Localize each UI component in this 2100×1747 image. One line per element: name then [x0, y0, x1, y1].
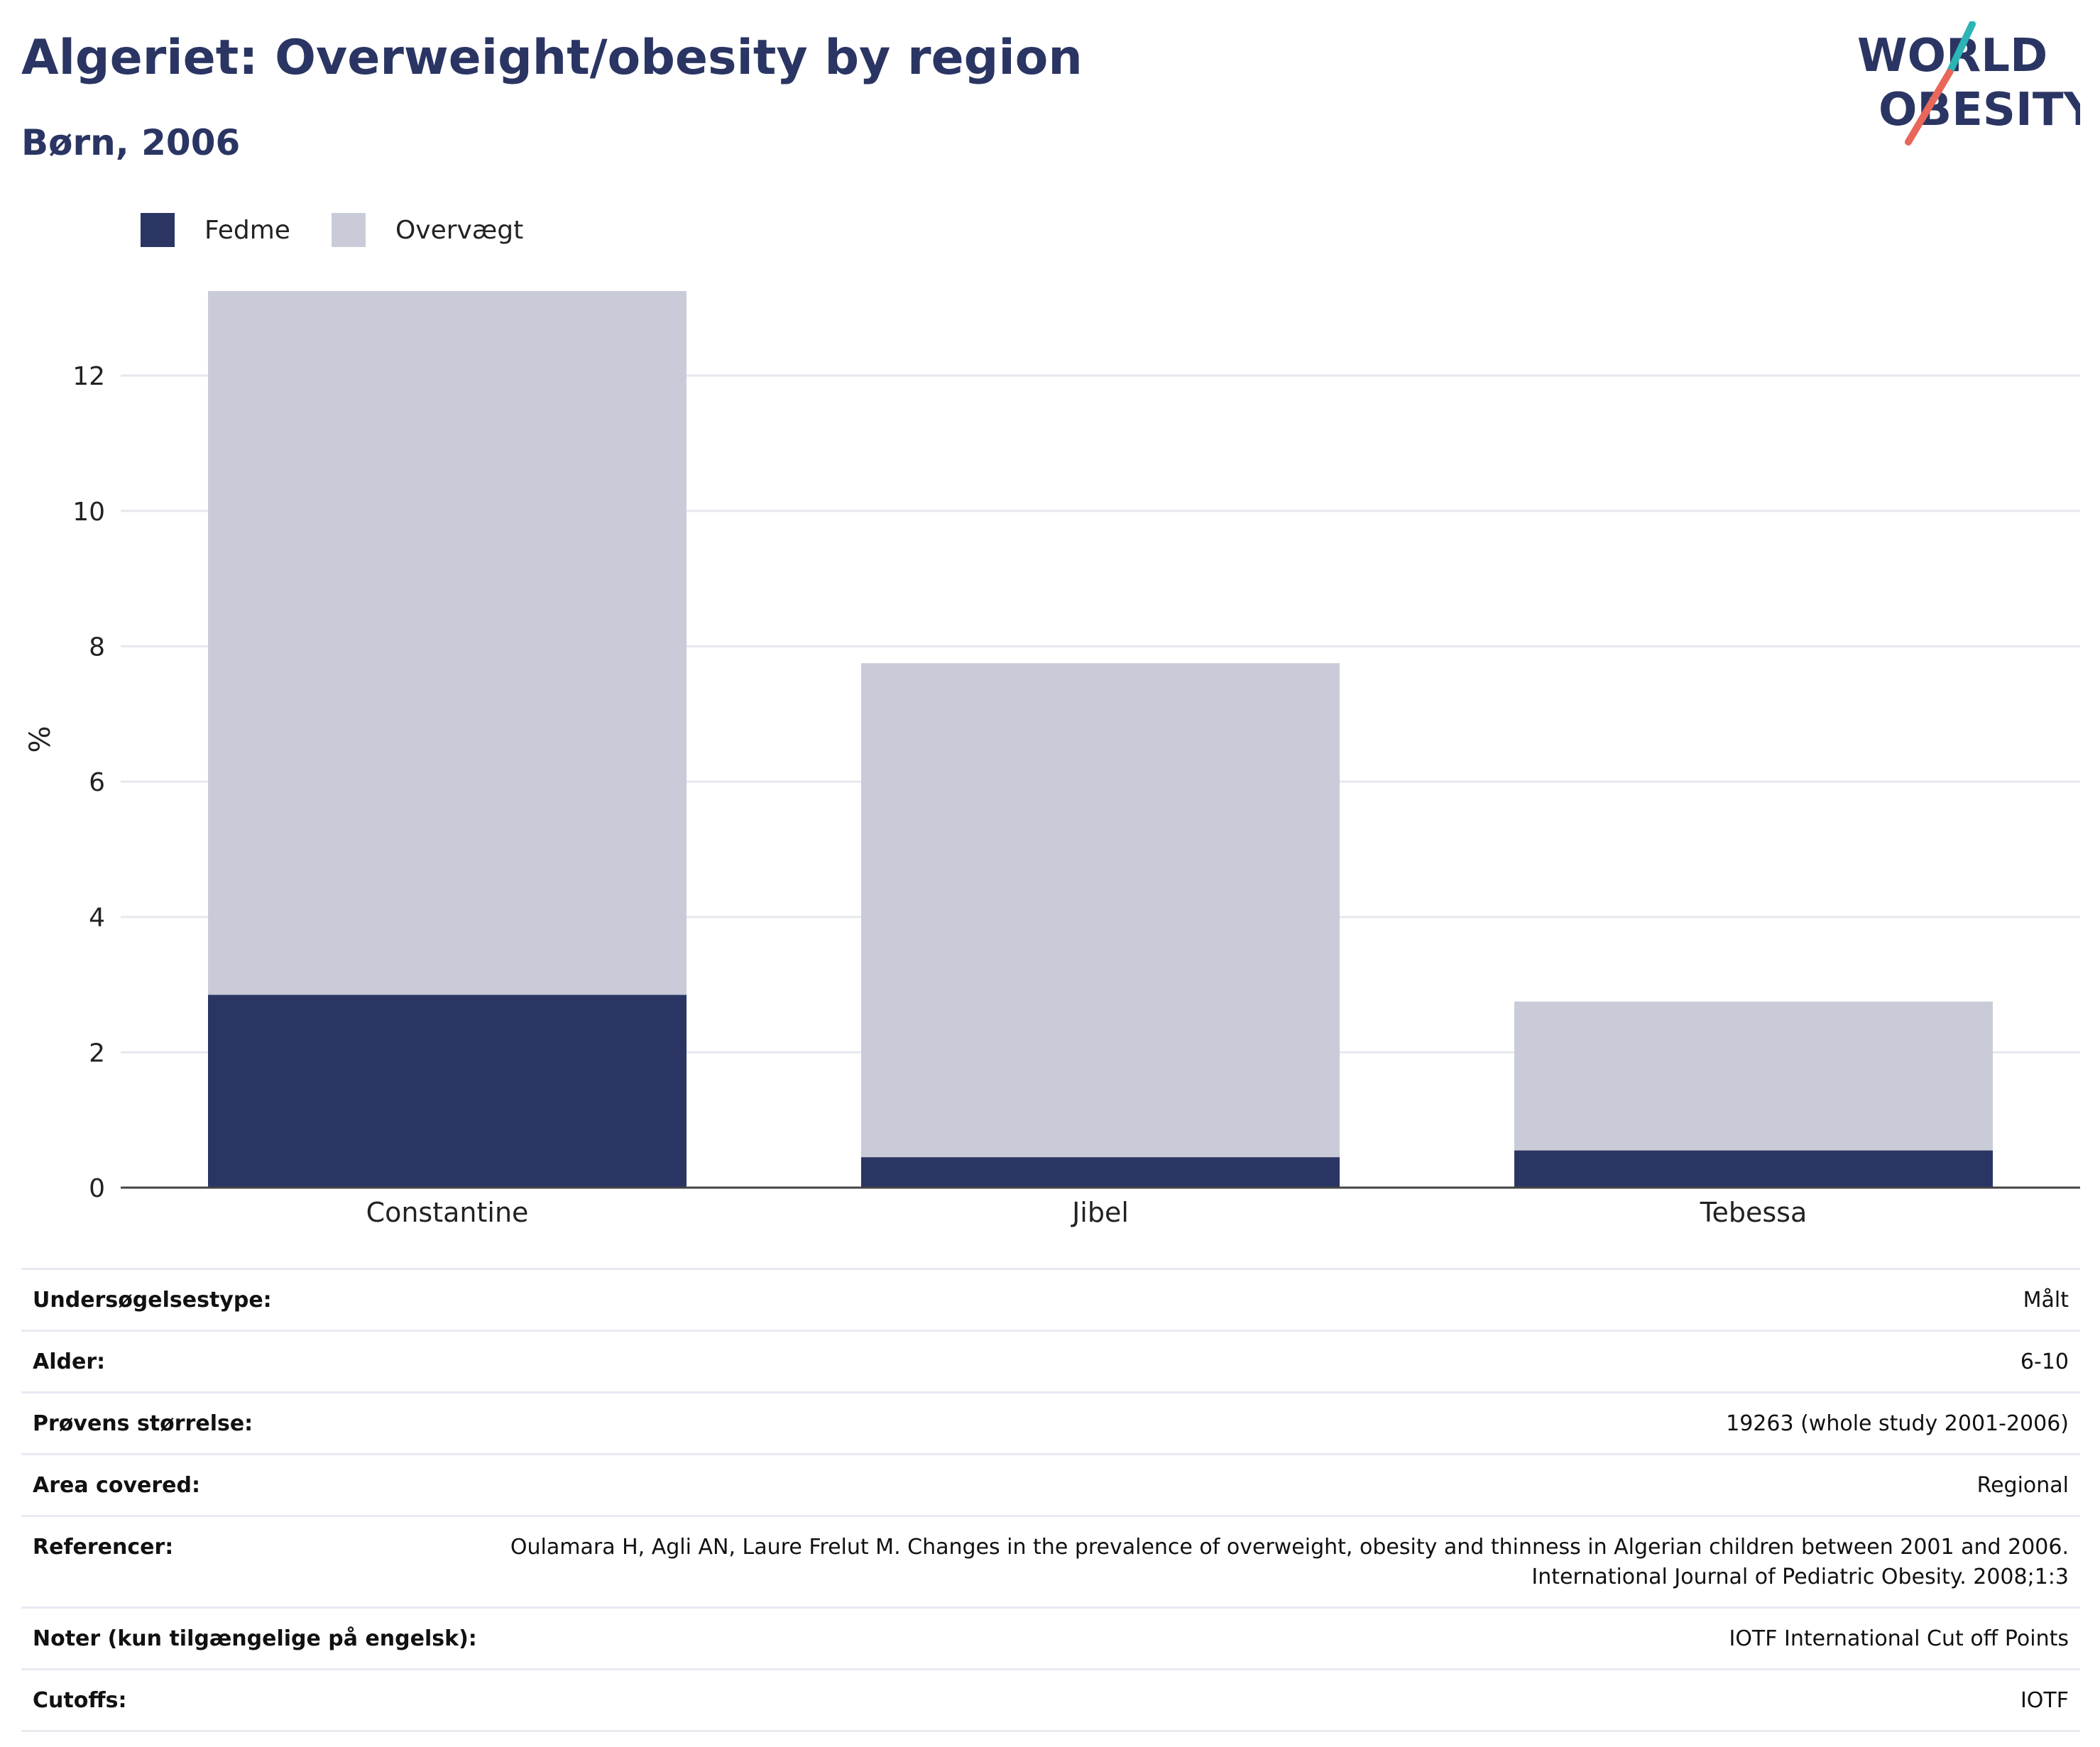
meta-value: IOTF International Cut off Points — [1729, 1626, 2069, 1651]
meta-value: Målt — [2023, 1288, 2069, 1313]
bar-overvaegt-constantine — [208, 291, 687, 995]
legend-label-fedme: Fedme — [204, 215, 290, 245]
y-axis-label: % — [24, 725, 57, 752]
meta-value: Regional — [1976, 1473, 2069, 1498]
chart-subtitle: Børn, 2006 — [21, 122, 241, 163]
meta-row: Undersøgelsestype: Målt — [21, 1268, 2080, 1330]
legend-swatch-overvaegt — [331, 213, 366, 247]
y-tick-label: 10 — [72, 498, 105, 527]
bar-fedme-jibel — [861, 1157, 1340, 1188]
bar-fedme-tebessa — [1514, 1150, 1993, 1188]
bar-overvaegt-tebessa — [1514, 1001, 1993, 1151]
x-tick-label: Jibel — [1071, 1197, 1129, 1228]
y-tick-label: 12 — [72, 362, 105, 391]
meta-row: Area covered: Regional — [21, 1453, 2080, 1515]
meta-value: 6-10 — [2020, 1349, 2069, 1374]
bar-fedme-constantine — [208, 995, 687, 1188]
world-obesity-logo: WORLD OBESITY — [1857, 21, 2080, 146]
meta-label: Area covered: — [33, 1473, 200, 1498]
meta-value: 19263 (whole study 2001-2006) — [1726, 1411, 2069, 1436]
chart-legend: Fedme Overvægt — [141, 210, 564, 250]
meta-value: IOTF — [2020, 1688, 2069, 1713]
logo-line1: WORLD — [1857, 30, 2047, 82]
legend-item-fedme[interactable]: Fedme — [141, 213, 290, 247]
y-tick-label: 0 — [89, 1174, 105, 1203]
meta-label: Cutoffs: — [33, 1688, 127, 1713]
meta-value: Oulamara H, Agli AN, Laure Frelut M. Cha… — [510, 1535, 2069, 1589]
meta-label: Noter (kun tilgængelige på engelsk): — [33, 1626, 477, 1651]
x-tick-label: Tebessa — [1700, 1197, 1808, 1228]
logo-line2: OBESITY — [1878, 84, 2080, 136]
chart-title: Algeriet: Overweight/obesity by region — [21, 30, 1083, 86]
logo-slash-coral — [1905, 69, 1953, 146]
stacked-bar-chart: 0 2 4 6 8 10 12% Constantine Jibel Tebessa — [24, 291, 2080, 1228]
legend-label-overvaegt: Overvægt — [395, 215, 524, 245]
y-tick-label: 8 — [89, 632, 105, 662]
y-tick-label: 2 — [89, 1039, 105, 1068]
y-tick-label: 4 — [89, 904, 105, 933]
meta-label: Referencer: — [33, 1535, 174, 1560]
legend-item-overvaegt[interactable]: Overvægt — [331, 213, 524, 247]
y-tick-label: 6 — [89, 768, 105, 797]
meta-label: Undersøgelsestype: — [33, 1288, 272, 1313]
meta-row: Cutoffs: IOTF — [21, 1668, 2080, 1732]
legend-swatch-fedme — [141, 213, 175, 247]
bar-overvaegt-jibel — [861, 663, 1340, 1158]
meta-row: Noter (kun tilgængelige på engelsk): IOTF… — [21, 1606, 2080, 1668]
logo-slash-teal — [1946, 21, 1976, 76]
meta-row: Prøvens størrelse: 19263 (whole study 200… — [21, 1391, 2080, 1453]
study-metadata-table: Undersøgelsestype: Målt Alder: 6-10 Prøvens … — [21, 1268, 2080, 1732]
meta-row: Alder: 6-10 — [21, 1330, 2080, 1391]
meta-label: Prøvens størrelse: — [33, 1411, 253, 1436]
x-tick-label: Constantine — [366, 1197, 529, 1228]
meta-label: Alder: — [33, 1349, 106, 1374]
meta-row: Referencer: Oulamara H, Agli AN, Laure Fr… — [21, 1515, 2080, 1606]
